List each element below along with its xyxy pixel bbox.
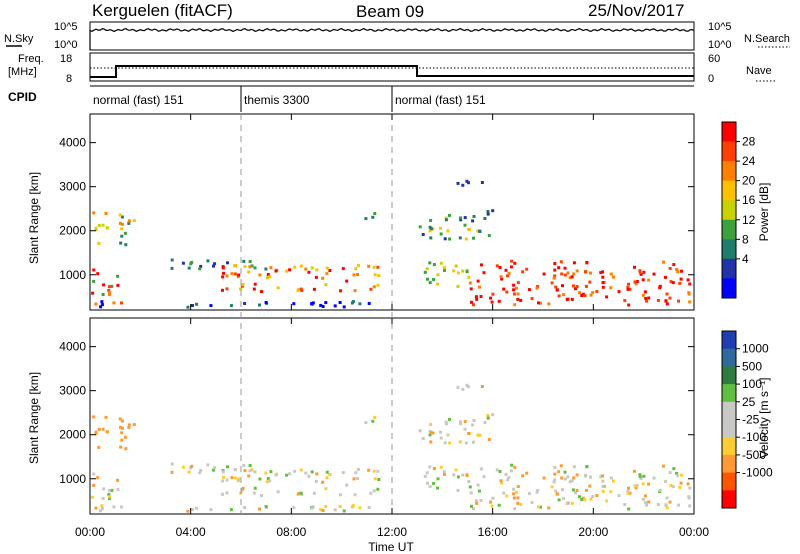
colorbar-swatch <box>722 239 736 260</box>
freq-right-tick-bottom: 0 <box>708 73 714 85</box>
colorbar-tick-label: 12 <box>742 213 756 227</box>
power-colorbar: 28 24 20 16 12 8 4 <box>721 121 756 299</box>
noise-panel: N.Sky 10^5 10^0 10^5 10^0 N.Search <box>4 21 790 51</box>
freq-panel: Freq. [MHz] 18 8 60 0 Nave <box>8 52 776 85</box>
colorbar-swatch <box>722 454 736 474</box>
x-tick-label: 20:00 <box>578 525 608 539</box>
y-tick-label: 4000 <box>59 340 86 354</box>
y-tick-label: 2000 <box>59 224 86 238</box>
cpid-segment-label: normal (fast) 151 <box>93 93 184 107</box>
freq-left-tick-top: 18 <box>60 53 72 65</box>
power-colorbar-label: Power [dB] <box>757 183 771 242</box>
x-tick-label: 04:00 <box>176 525 206 539</box>
colorbar-swatch <box>722 258 736 279</box>
y-tick-label: 1000 <box>59 268 86 282</box>
noise-left-tick-bottom: 10^0 <box>54 39 78 51</box>
noise-right-tick-bottom: 10^0 <box>708 39 732 51</box>
x-tick-label: 16:00 <box>478 525 508 539</box>
y-tick-label: 3000 <box>59 180 86 194</box>
x-tick-label: 00:00 <box>679 525 709 539</box>
colorbar-swatch <box>722 437 736 456</box>
freq-left-tick-bottom: 8 <box>66 73 72 85</box>
beam-title: Beam 09 <box>356 2 424 21</box>
velocity-panel: 1000 2000 3000 4000 Slant Range [km] <box>27 317 695 515</box>
colorbar-tick-label: -100 <box>742 430 766 444</box>
colorbar-swatch <box>722 366 736 385</box>
colorbar-tick-label: 25 <box>742 395 756 409</box>
colorbar-swatch <box>722 401 736 420</box>
colorbar-swatch <box>722 161 736 182</box>
y-tick-label: 3000 <box>59 384 86 398</box>
velocity-ylabel: Slant Range [km] <box>27 372 41 464</box>
colorbar-swatch <box>722 331 736 350</box>
colorbar-swatch <box>722 200 736 221</box>
cpid-label: CPID <box>8 90 37 104</box>
colorbar-swatch <box>722 348 736 367</box>
noise-sky-line <box>89 27 695 50</box>
noise-left-tick-top: 10^5 <box>54 21 78 33</box>
x-tick-label: 12:00 <box>377 525 407 539</box>
colorbar-swatch <box>722 384 736 403</box>
colorbar-swatch <box>722 490 736 509</box>
noise-right-tick-top: 10^5 <box>708 21 732 33</box>
radar-title: Kerguelen (fitACF) <box>92 1 233 20</box>
freq-right-tick-top: 60 <box>708 53 720 65</box>
freq-label: Freq. <box>18 53 44 65</box>
x-tick-label: 00:00 <box>75 525 105 539</box>
colorbar-tick-label: 16 <box>742 193 756 207</box>
colorbar-tick-label: 20 <box>742 174 756 188</box>
colorbar-tick-label: 8 <box>742 232 749 246</box>
colorbar-tick-label: 24 <box>742 154 756 168</box>
colorbar-swatch <box>722 122 736 143</box>
velocity-colorbar: 1000 500 100 25 -25 -100 -500 -1000 <box>721 330 773 509</box>
cpid-panel: CPID normal (fast) 151 themis 3300 normal … <box>8 85 694 112</box>
power-ylabel: Slant Range [km] <box>27 172 41 264</box>
noise-sky-label: N.Sky <box>4 33 34 45</box>
colorbar-swatch <box>722 219 736 240</box>
colorbar-swatch <box>722 278 736 299</box>
colorbar-tick-label: 500 <box>742 359 762 373</box>
date-title: 25/Nov/2017 <box>588 1 684 20</box>
freq-line <box>90 65 694 78</box>
y-tick-label: 2000 <box>59 428 86 442</box>
velocity-colorbar-label: Velocity [m s⁻¹] <box>757 377 771 458</box>
colorbar-swatch <box>722 180 736 201</box>
colorbar-tick-label: -500 <box>742 448 766 462</box>
power-panel: 1000 2000 3000 4000 Slant Range [km] <box>27 113 695 311</box>
freq-unit-label: [MHz] <box>8 66 37 78</box>
noise-search-label: N.Search <box>744 33 790 45</box>
colorbar-swatch <box>722 141 736 162</box>
cpid-segment-label: themis 3300 <box>244 93 310 107</box>
x-tick-label: 08:00 <box>276 525 306 539</box>
colorbar-tick-label: 4 <box>742 252 749 266</box>
colorbar-tick-label: 100 <box>742 377 762 391</box>
colorbar-tick-label: -1000 <box>742 466 773 480</box>
nave-label: Nave <box>746 65 772 77</box>
x-axis-label: Time UT <box>368 540 414 554</box>
colorbar-tick-label: 28 <box>742 135 756 149</box>
cpid-segment-label: normal (fast) 151 <box>395 93 486 107</box>
colorbar-tick-label: 1000 <box>742 342 769 356</box>
y-tick-label: 4000 <box>59 136 86 150</box>
y-tick-label: 1000 <box>59 472 86 486</box>
colorbar-swatch <box>722 472 736 491</box>
colorbar-tick-label: -25 <box>742 413 760 427</box>
colorbar-swatch <box>722 419 736 438</box>
